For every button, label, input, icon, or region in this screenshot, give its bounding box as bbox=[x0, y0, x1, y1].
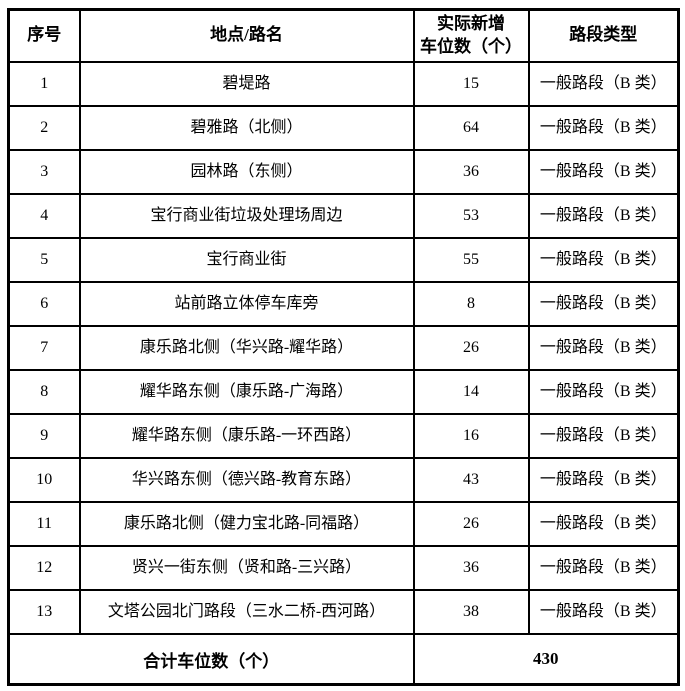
road-type-cell: 一般路段（B 类） bbox=[527, 192, 680, 239]
location-cell: 耀华路东侧（康乐路-一环西路） bbox=[78, 412, 415, 459]
spaces-cell: 43 bbox=[412, 456, 530, 503]
road-type-cell: 一般路段（B 类） bbox=[527, 236, 680, 283]
spaces-cell: 53 bbox=[412, 192, 530, 239]
row-number-cell: 13 bbox=[7, 588, 81, 635]
road-type-cell: 一般路段（B 类） bbox=[527, 280, 680, 327]
table-row: 12 贤兴一街东侧（贤和路-三兴路） 36 一般路段（B 类） bbox=[7, 544, 680, 591]
table-row: 13 文塔公园北门路段（三水二桥-西河路） 38 一般路段（B 类） bbox=[7, 588, 680, 635]
spaces-cell: 26 bbox=[412, 500, 530, 547]
road-type-cell: 一般路段（B 类） bbox=[527, 104, 680, 151]
location-cell: 站前路立体停车库旁 bbox=[78, 280, 415, 327]
road-type-cell: 一般路段（B 类） bbox=[527, 456, 680, 503]
road-type-cell: 一般路段（B 类） bbox=[527, 500, 680, 547]
table-row: 7 康乐路北侧（华兴路-耀华路） 26 一般路段（B 类） bbox=[7, 324, 680, 371]
row-number-cell: 5 bbox=[7, 236, 81, 283]
header-type: 路段类型 bbox=[527, 8, 680, 63]
location-cell: 宝行商业街垃圾处理场周边 bbox=[78, 192, 415, 239]
table-row: 5 宝行商业街 55 一般路段（B 类） bbox=[7, 236, 680, 283]
spaces-cell: 26 bbox=[412, 324, 530, 371]
header-location: 地点/路名 bbox=[78, 8, 415, 63]
table-row: 2 碧雅路（北侧） 64 一般路段（B 类） bbox=[7, 104, 680, 151]
spaces-cell: 15 bbox=[412, 60, 530, 107]
spaces-cell: 64 bbox=[412, 104, 530, 151]
table-row: 1 碧堤路 15 一般路段（B 类） bbox=[7, 60, 680, 107]
spaces-cell: 16 bbox=[412, 412, 530, 459]
road-type-cell: 一般路段（B 类） bbox=[527, 544, 680, 591]
location-cell: 宝行商业街 bbox=[78, 236, 415, 283]
table-row: 10 华兴路东侧（德兴路-教育东路） 43 一般路段（B 类） bbox=[7, 456, 680, 503]
road-type-cell: 一般路段（B 类） bbox=[527, 368, 680, 415]
location-cell: 园林路（东侧） bbox=[78, 148, 415, 195]
spaces-cell: 36 bbox=[412, 148, 530, 195]
location-cell: 碧雅路（北侧） bbox=[78, 104, 415, 151]
road-type-cell: 一般路段（B 类） bbox=[527, 588, 680, 635]
row-number-cell: 8 bbox=[7, 368, 81, 415]
road-type-cell: 一般路段（B 类） bbox=[527, 324, 680, 371]
parking-spaces-table: 序号 地点/路名 实际新增 车位数（个） 路段类型 1 碧堤路 15 一般路段（… bbox=[7, 8, 680, 687]
total-label-cell: 合计车位数（个） bbox=[7, 632, 415, 686]
table-row: 9 耀华路东侧（康乐路-一环西路） 16 一般路段（B 类） bbox=[7, 412, 680, 459]
row-number-cell: 6 bbox=[7, 280, 81, 327]
location-cell: 耀华路东侧（康乐路-广海路） bbox=[78, 368, 415, 415]
spaces-cell: 14 bbox=[412, 368, 530, 415]
location-cell: 文塔公园北门路段（三水二桥-西河路） bbox=[78, 588, 415, 635]
header-no: 序号 bbox=[7, 8, 81, 63]
location-cell: 华兴路东侧（德兴路-教育东路） bbox=[78, 456, 415, 503]
location-cell: 康乐路北侧（健力宝北路-同福路） bbox=[78, 500, 415, 547]
spaces-cell: 55 bbox=[412, 236, 530, 283]
table-row: 3 园林路（东侧） 36 一般路段（B 类） bbox=[7, 148, 680, 195]
row-number-cell: 1 bbox=[7, 60, 81, 107]
table-row: 4 宝行商业街垃圾处理场周边 53 一般路段（B 类） bbox=[7, 192, 680, 239]
total-value-cell: 430 bbox=[412, 632, 680, 686]
row-number-cell: 9 bbox=[7, 412, 81, 459]
total-row: 合计车位数（个） 430 bbox=[7, 632, 680, 686]
row-number-cell: 7 bbox=[7, 324, 81, 371]
location-cell: 康乐路北侧（华兴路-耀华路） bbox=[78, 324, 415, 371]
location-cell: 贤兴一街东侧（贤和路-三兴路） bbox=[78, 544, 415, 591]
header-spaces: 实际新增 车位数（个） bbox=[412, 8, 530, 63]
location-cell: 碧堤路 bbox=[78, 60, 415, 107]
table-row: 8 耀华路东侧（康乐路-广海路） 14 一般路段（B 类） bbox=[7, 368, 680, 415]
row-number-cell: 12 bbox=[7, 544, 81, 591]
spaces-cell: 38 bbox=[412, 588, 530, 635]
header-row: 序号 地点/路名 实际新增 车位数（个） 路段类型 bbox=[7, 8, 680, 63]
row-number-cell: 3 bbox=[7, 148, 81, 195]
row-number-cell: 11 bbox=[7, 500, 81, 547]
row-number-cell: 10 bbox=[7, 456, 81, 503]
row-number-cell: 2 bbox=[7, 104, 81, 151]
table-row: 11 康乐路北侧（健力宝北路-同福路） 26 一般路段（B 类） bbox=[7, 500, 680, 547]
road-type-cell: 一般路段（B 类） bbox=[527, 412, 680, 459]
road-type-cell: 一般路段（B 类） bbox=[527, 60, 680, 107]
spaces-cell: 36 bbox=[412, 544, 530, 591]
spaces-cell: 8 bbox=[412, 280, 530, 327]
row-number-cell: 4 bbox=[7, 192, 81, 239]
road-type-cell: 一般路段（B 类） bbox=[527, 148, 680, 195]
table-row: 6 站前路立体停车库旁 8 一般路段（B 类） bbox=[7, 280, 680, 327]
